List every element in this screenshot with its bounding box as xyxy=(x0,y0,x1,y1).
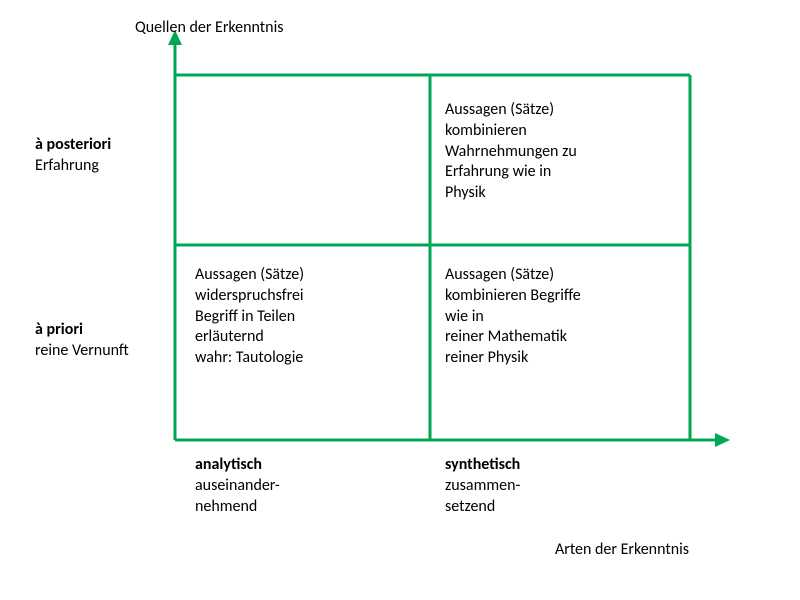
row-label-apriori: à priori reine Vernunft xyxy=(35,320,129,362)
row-top-bold: à posteriori xyxy=(35,135,111,154)
row-bottom-sub: reine Vernunft xyxy=(35,341,129,360)
x-axis-title: Arten der Erkenntnis xyxy=(555,540,689,561)
col-left-sub: auseinander- nehmend xyxy=(195,476,280,516)
row-label-aposteriori: à posteriori Erfahrung xyxy=(35,135,111,177)
y-axis-title: Quellen der Erkenntnis xyxy=(135,18,284,39)
col-label-analytisch: analytisch auseinander- nehmend xyxy=(195,455,280,517)
col-left-bold: analytisch xyxy=(195,455,262,474)
row-bottom-bold: à priori xyxy=(35,320,83,339)
grid-axes xyxy=(0,0,800,600)
col-right-sub: zusammen- setzend xyxy=(445,476,520,516)
col-right-bold: synthetisch xyxy=(445,455,520,474)
cell-top-right: Aussagen (Sätze) kombinieren Wahrnehmung… xyxy=(445,100,577,204)
col-label-synthetisch: synthetisch zusammen- setzend xyxy=(445,455,520,517)
row-top-sub: Erfahrung xyxy=(35,156,99,175)
cell-bottom-right: Aussagen (Sätze) kombinieren Begriffe wi… xyxy=(445,265,581,369)
cell-bottom-left: Aussagen (Sätze) widerspruchsfrei Begrif… xyxy=(195,265,304,369)
